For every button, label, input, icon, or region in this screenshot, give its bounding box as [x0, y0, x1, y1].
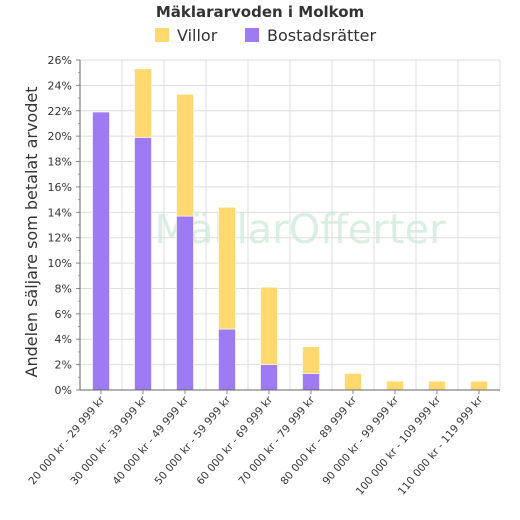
x-tick-label: 70 000 kr - 79 999 kr	[236, 394, 317, 488]
x-tick-label: 100 000 kr - 109 999 kr	[354, 394, 444, 498]
legend-swatch-bostadsratter	[245, 28, 259, 42]
bar-villor	[386, 380, 404, 391]
bar-bostadsratter	[218, 328, 236, 391]
y-tick-label: 6%	[55, 308, 72, 321]
bar-villor	[428, 380, 446, 391]
y-tick-label: 10%	[48, 257, 72, 270]
y-tick-label: 4%	[55, 333, 72, 346]
y-tick-label: 22%	[48, 105, 72, 118]
bars	[92, 68, 488, 391]
x-tick-label: 40 000 kr - 49 999 kr	[110, 394, 191, 488]
bar-villor	[218, 206, 236, 330]
bar-villor	[260, 286, 278, 365]
bar-bostadsratter	[134, 137, 152, 391]
y-tick-label: 14%	[48, 206, 72, 219]
y-tick-label: 20%	[48, 130, 72, 143]
x-tick-label: 110 000 kr - 119 999 kr	[396, 394, 486, 498]
y-tick-label: 16%	[48, 181, 72, 194]
y-tick-label: 0%	[55, 384, 72, 397]
x-tick-label: 80 000 kr - 89 999 kr	[278, 394, 359, 488]
legend-label-villor[interactable]: Villor	[177, 26, 218, 45]
bar-bostadsratter	[176, 215, 194, 391]
bar-villor	[176, 93, 194, 217]
bar-villor	[134, 68, 152, 138]
x-tick-label: 20 000 kr - 29 999 kr	[26, 394, 107, 488]
y-axis-label: Andelen säljare som betalat arvodet	[22, 87, 41, 378]
bar-bostadsratter	[92, 111, 110, 391]
y-tick-label: 18%	[48, 156, 72, 169]
legend-swatch-villor	[155, 28, 169, 42]
x-tick-label: 60 000 kr - 69 999 kr	[194, 394, 275, 488]
x-tick-label: 90 000 kr - 99 999 kr	[320, 394, 401, 488]
y-tick-label: 12%	[48, 232, 72, 245]
chart-title: Mäklararvoden i Molkom	[156, 3, 364, 21]
legend: Villor Bostadsrätter	[155, 26, 376, 45]
bar-villor	[470, 380, 488, 391]
bar-villor	[344, 373, 362, 391]
bar-bostadsratter	[260, 364, 278, 391]
bar-bostadsratter	[302, 373, 320, 391]
y-tick-label: 2%	[55, 359, 72, 372]
bar-villor	[302, 346, 320, 374]
x-tick-label: 30 000 kr - 39 999 kr	[68, 394, 149, 488]
x-tick-label: 50 000 kr - 59 999 kr	[152, 394, 233, 488]
y-tick-label: 24%	[48, 79, 72, 92]
watermark: MäklarOfferter	[154, 207, 446, 253]
y-tick-label: 8%	[55, 282, 72, 295]
legend-label-bostadsratter[interactable]: Bostadsrätter	[267, 26, 376, 45]
y-tick-label: 26%	[48, 54, 72, 67]
